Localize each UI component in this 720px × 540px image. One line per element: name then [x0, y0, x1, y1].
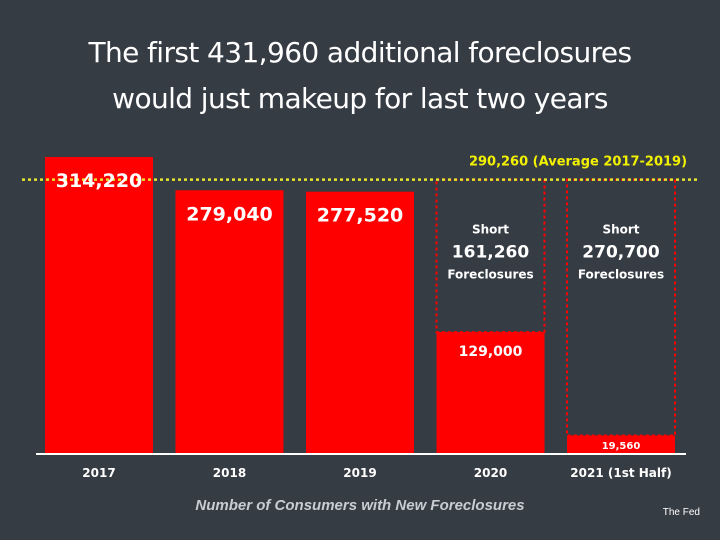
shortfall-value-4: 270,700 [582, 243, 660, 263]
category-label-2: 2019 [343, 466, 376, 480]
average-reference-label: 290,260 (Average 2017-2019) [469, 155, 687, 170]
bar-value-label-4: 19,560 [602, 441, 641, 452]
source-note: The Fed [662, 507, 700, 518]
bar-value-label-3: 129,000 [459, 344, 523, 360]
shortfall-value-3: 161,260 [452, 243, 530, 263]
bar-4 [567, 435, 675, 454]
x-axis-label: Number of Consumers with New Foreclosure… [195, 497, 525, 514]
category-label-3: 2020 [474, 466, 507, 480]
shortfall-label-bottom-4: Foreclosures [578, 268, 664, 282]
category-label-1: 2018 [213, 466, 246, 480]
category-label-4: 2021 (1st Half) [570, 466, 671, 480]
bar-2 [306, 191, 414, 454]
shortfall-label-top-4: Short [602, 223, 639, 237]
bar-value-label-1: 279,040 [186, 203, 273, 225]
category-label-0: 2017 [82, 466, 115, 480]
shortfall-label-top-3: Short [472, 223, 509, 237]
shortfall-outline-4 [566, 178, 676, 437]
bar-0 [45, 157, 153, 454]
bar-1 [175, 190, 284, 454]
bar-value-label-0: 314,220 [56, 170, 143, 192]
chart-title-line-1: The first 431,960 additional foreclosure… [88, 36, 632, 69]
bar-3 [436, 332, 545, 454]
chart-title-line-2: would just makeup for last two years [112, 82, 608, 115]
bar-value-label-2: 277,520 [317, 205, 404, 227]
shortfall-label-bottom-3: Foreclosures [447, 268, 533, 282]
